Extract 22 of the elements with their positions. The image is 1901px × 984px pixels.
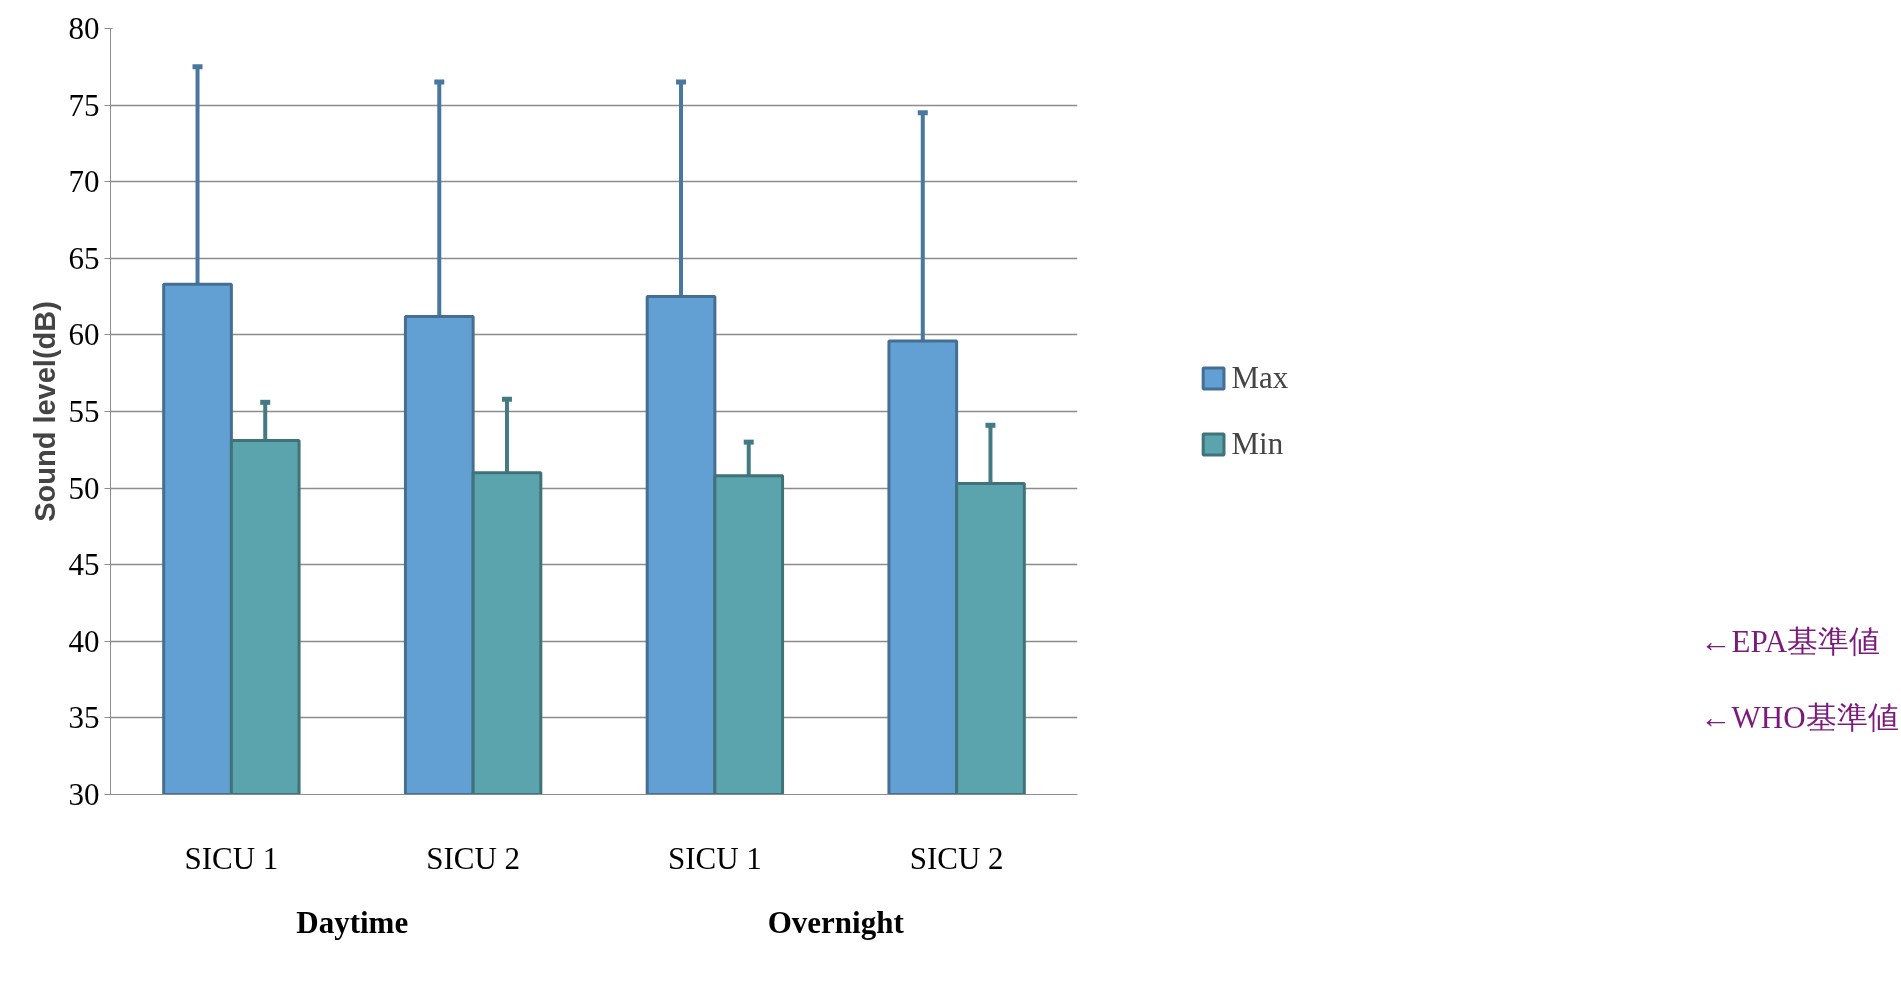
- text: ←EPA基準値: [1700, 623, 1881, 659]
- text: Daytime: [296, 904, 409, 940]
- y-tick-label: 35: [68, 700, 100, 736]
- y-tick-label: 40: [68, 623, 100, 659]
- legend-label: Min: [1231, 426, 1284, 462]
- y-tick-label: 45: [68, 547, 100, 583]
- y-tick-label: 70: [68, 164, 100, 200]
- x-tick-label: SICU 1: [184, 840, 279, 876]
- y-tick-label: 30: [68, 777, 100, 812]
- y-tick-label: 75: [68, 87, 100, 123]
- y-tick-label: 80: [68, 11, 100, 46]
- text: ←WHO基準値: [1700, 700, 1899, 736]
- y-tick-label: 65: [68, 240, 100, 276]
- y-tick-label: 55: [68, 394, 100, 429]
- y-axis-title: Sound level(dB): [28, 301, 61, 522]
- x-tick-label: SICU 1: [667, 840, 762, 876]
- text: Overnight: [767, 904, 905, 940]
- y-tick-label: 60: [68, 317, 100, 353]
- x-tick-label: SICU 2: [909, 840, 1004, 876]
- legend-label: Max: [1231, 360, 1289, 396]
- y-tick-label: 50: [68, 470, 100, 506]
- x-tick-label: SICU 2: [426, 840, 521, 876]
